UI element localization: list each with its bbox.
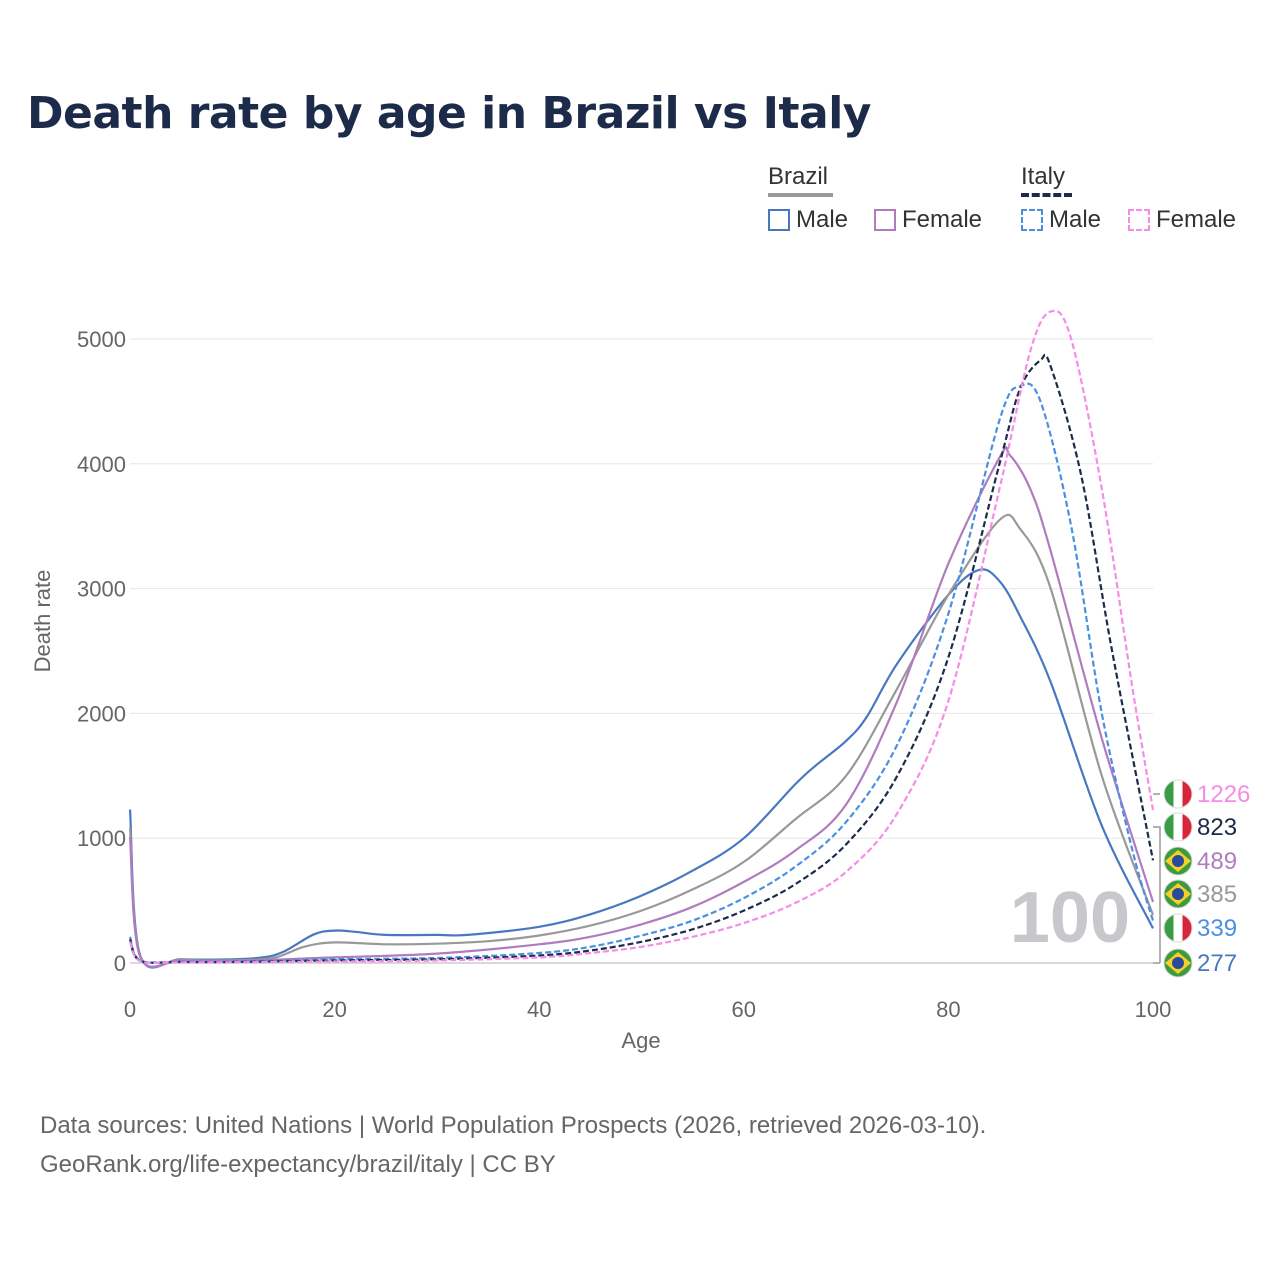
x-axis-ticks: 0 20 40 60 80 100 (124, 997, 1171, 1022)
series-lines (128, 309, 1155, 969)
series-line-brazil-female[interactable] (128, 446, 1155, 968)
age-watermark: 100 (1010, 878, 1130, 958)
footer-link[interactable]: GeoRank.org/life-expectancy/brazil/italy… (40, 1151, 556, 1178)
end-label-italy: 823 (1163, 812, 1237, 842)
end-label-brazil: 277 (1163, 948, 1237, 978)
series-line-brazil-both[interactable] (128, 513, 1155, 968)
series-line-italy-female[interactable] (128, 309, 1155, 965)
end-label-brazil: 489 (1163, 846, 1237, 876)
x-tick-label: 60 (732, 997, 756, 1022)
series-line-italy-both[interactable] (128, 353, 1155, 964)
legend-item-italy-female[interactable]: Female (1128, 206, 1236, 234)
x-axis-label: Age (621, 1028, 660, 1053)
end-label-value: 823 (1197, 814, 1237, 841)
y-tick-label: 2000 (77, 701, 126, 726)
legend-label-italy-female: Female (1156, 206, 1237, 233)
series-line-brazil-male[interactable] (128, 568, 1154, 969)
end-label-brazil: 385 (1163, 879, 1237, 909)
end-label-value: 489 (1197, 848, 1237, 875)
italy-flag-icon (1164, 914, 1192, 942)
legend-label-brazil-female: Female (902, 206, 983, 233)
brazil-flag-icon (1164, 847, 1192, 875)
x-tick-label: 40 (527, 997, 551, 1022)
brazil-flag-icon (1164, 880, 1192, 908)
y-tick-label: 0 (114, 951, 126, 976)
footer-sources: Data sources: United Nations | World Pop… (40, 1112, 987, 1139)
chart-title: Death rate by age in Brazil vs Italy (27, 88, 871, 139)
gridlines (130, 338, 1153, 839)
series-line-italy-male[interactable] (128, 382, 1155, 964)
legend-item-brazil-female[interactable]: Female (874, 206, 982, 234)
x-tick-label: 100 (1135, 997, 1172, 1022)
legend-item-brazil-male[interactable]: Male (768, 206, 848, 234)
legend-group-brazil[interactable]: Brazil (768, 163, 829, 190)
y-tick-label: 5000 (77, 327, 126, 352)
legend-label-italy-male: Male (1049, 206, 1102, 233)
x-tick-label: 0 (124, 997, 136, 1022)
y-tick-label: 4000 (77, 452, 126, 477)
end-label-value: 1226 (1197, 781, 1250, 808)
legend-item-italy-male[interactable]: Male (1021, 206, 1101, 234)
italy-flag-icon (1164, 813, 1192, 841)
brazil-flag-icon (1164, 949, 1192, 977)
y-tick-label: 1000 (77, 826, 126, 851)
end-label-italy: 339 (1163, 913, 1237, 943)
y-axis-label: Death rate (30, 570, 55, 673)
end-label-connector (1153, 793, 1161, 964)
legend-underline-italy (1021, 193, 1072, 197)
y-tick-label: 3000 (77, 577, 126, 602)
y-axis-ticks: 0 1000 2000 3000 4000 5000 (77, 327, 126, 976)
x-tick-label: 20 (322, 997, 346, 1022)
legend-swatch-brazil-female (874, 209, 896, 231)
legend-swatch-brazil-male (768, 209, 790, 231)
italy-flag-icon (1164, 780, 1192, 808)
end-label-italy: 1226 (1163, 779, 1250, 809)
legend-swatch-italy-female (1128, 209, 1150, 231)
legend-label-brazil-male: Male (796, 206, 849, 233)
footer: Data sources: United Nations | World Pop… (40, 1106, 986, 1184)
x-tick-label: 80 (936, 997, 960, 1022)
end-label-value: 339 (1197, 915, 1237, 942)
legend-swatch-italy-male (1021, 209, 1043, 231)
end-labels: 1226 823 489 385 339 277 (1163, 779, 1250, 978)
end-label-value: 277 (1197, 950, 1237, 977)
legend-underline-brazil (768, 193, 833, 197)
end-label-value: 385 (1197, 881, 1237, 908)
legend-group-italy[interactable]: Italy (1021, 163, 1066, 190)
